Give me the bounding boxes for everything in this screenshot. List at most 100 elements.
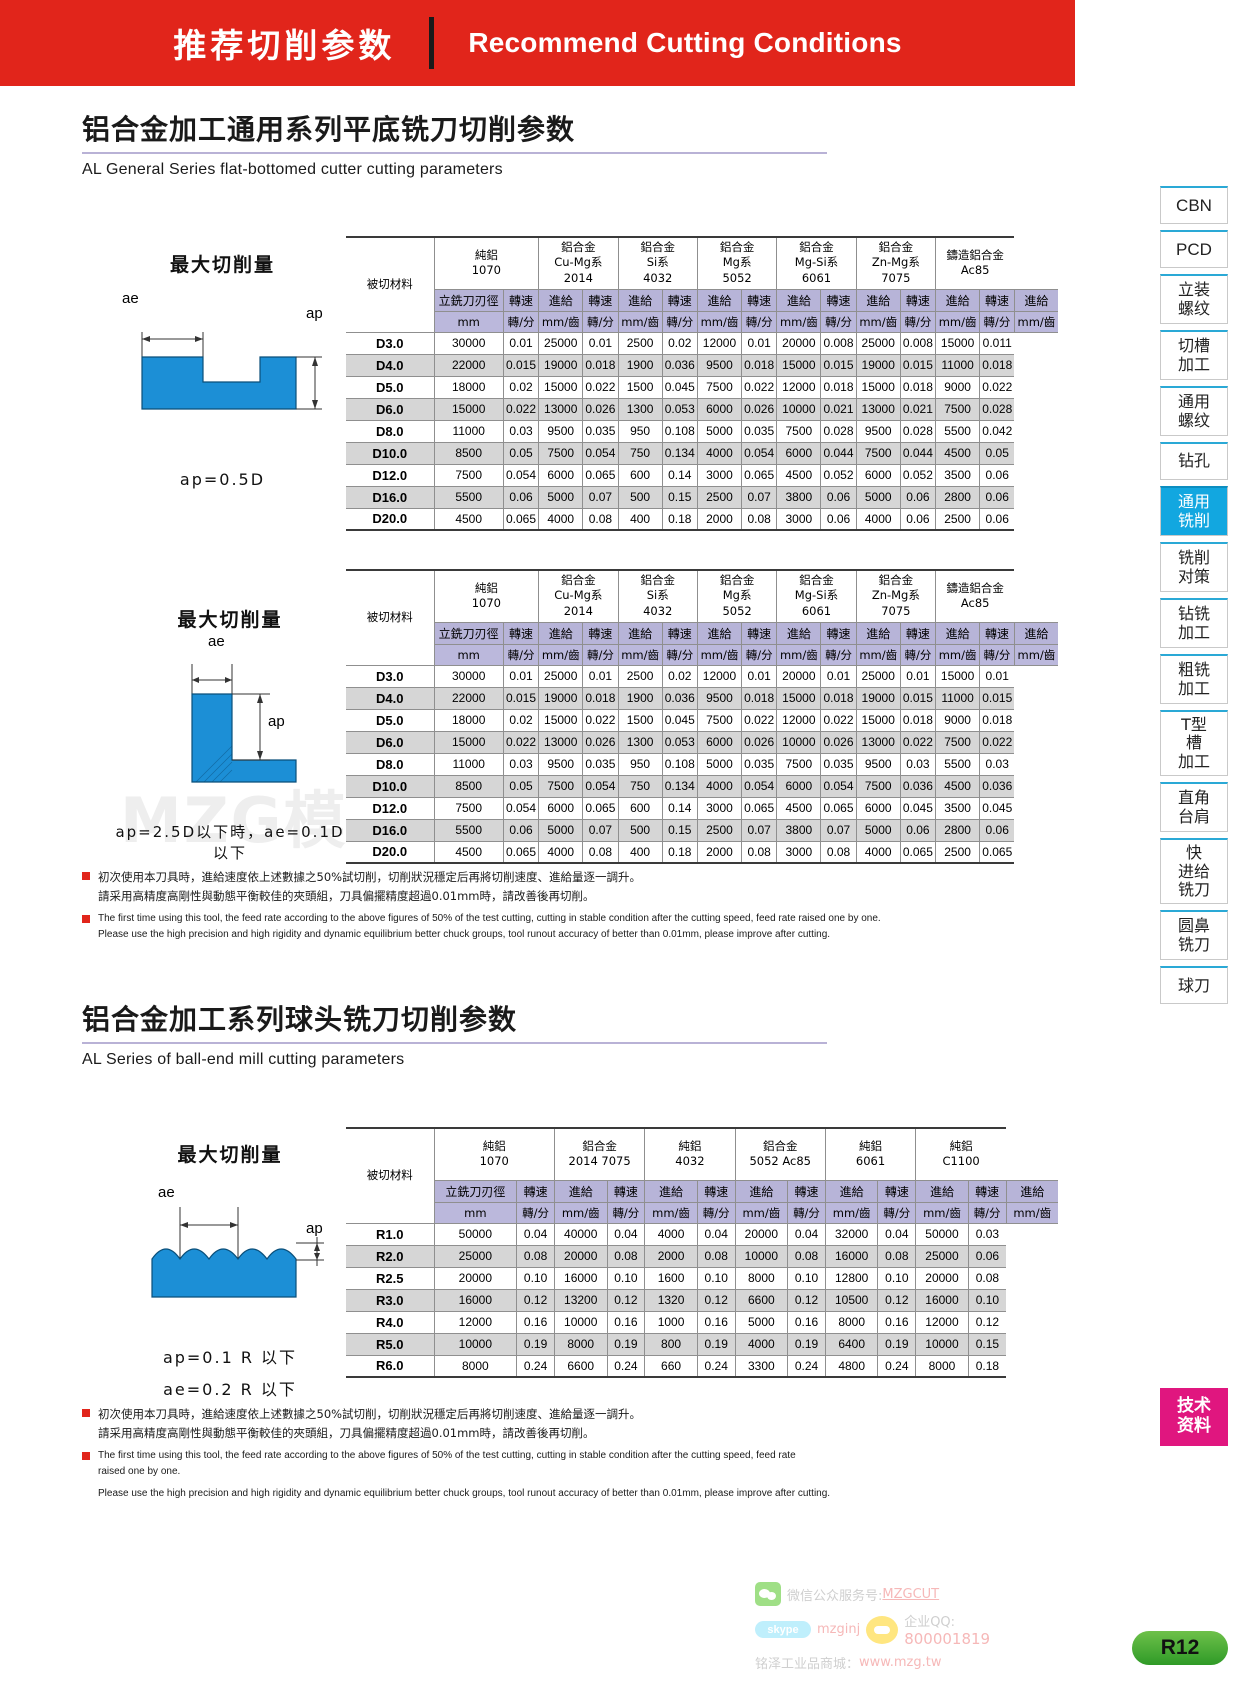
tech-data-badge[interactable]: 技术 资料 — [1160, 1388, 1228, 1446]
speed-cell: 15000 — [433, 730, 504, 754]
feed-cell: 0.054 — [820, 774, 857, 798]
sidebar-item-1[interactable]: CBN — [1160, 186, 1228, 224]
feed-cell: 0.022 — [502, 397, 540, 421]
tool-diameter-cell: D12.0 — [346, 463, 435, 487]
note-1-en-line2: Please use the high precision and high r… — [98, 928, 831, 940]
table-row: R2.0 25000 0.08 20000 0.08 2000 0.08 10000 0.08 1… — [346, 1244, 1058, 1268]
speed-cell: 2500 — [696, 818, 743, 842]
speed-cell: 8000 — [433, 1354, 518, 1378]
banner-divider — [429, 17, 435, 69]
speed-cell: 15000 — [776, 686, 822, 710]
speed-cell: 15000 — [776, 353, 822, 377]
diagram1-figure — [141, 332, 322, 410]
feed-cell: 0.054 — [740, 774, 778, 798]
speed-cell: 750 — [617, 774, 663, 798]
diagram2-caption: ap=2.5D以下時，ae=0.1D以下 — [115, 823, 345, 862]
feed-cell: 0.028 — [820, 419, 857, 443]
unit-rpm: 轉/分 — [582, 643, 619, 666]
speed-cell: 25000 — [538, 664, 584, 688]
feed-cell: 0.053 — [661, 730, 698, 754]
sidebar-item-12[interactable]: 直角 台肩 — [1160, 782, 1228, 833]
speed-cell: 7500 — [855, 441, 901, 465]
material-header: 鋁合金 Mg-Si系 6061 — [776, 236, 857, 290]
material-header: 鋁合金 2014 7075 — [553, 1127, 646, 1181]
feed-cell: 0.108 — [661, 752, 698, 776]
tool-diameter-cell: R3.0 — [346, 1288, 435, 1312]
tool-diameter-cell: D3.0 — [346, 331, 435, 355]
bullet-icon — [82, 1451, 90, 1460]
speed-cell: 6000 — [855, 463, 901, 487]
sidebar-item-2[interactable]: PCD — [1160, 230, 1228, 268]
speed-cell: 400 — [617, 507, 663, 531]
speed-cell: 20000 — [553, 1244, 608, 1268]
feed-cell: 0.03 — [502, 752, 540, 776]
table-row: R2.5 20000 0.10 16000 0.10 1600 0.10 8000 0.10 12… — [346, 1266, 1058, 1290]
sidebar-tabs[interactable]: CBN PCD 立装 螺纹切槽 加工通用 螺纹钻孔通用 铣削铣削 对策钻铣 加工粗铣… — [1160, 186, 1228, 1010]
sidebar-item-10[interactable]: 粗铣 加工 — [1160, 654, 1228, 704]
feed-cell: 0.035 — [820, 752, 857, 776]
unit-mm-per-tooth: mm/齒 — [538, 310, 584, 333]
feed-cell: 0.01 — [502, 664, 540, 688]
unit-mm-per-tooth: mm/齒 — [617, 310, 663, 333]
sidebar-item-8[interactable]: 铣削 对策 — [1160, 542, 1228, 592]
speed-cell: 9500 — [538, 752, 584, 776]
col-header-feed: 進給 — [935, 621, 981, 645]
speed-cell: 6400 — [824, 1332, 879, 1356]
speed-cell: 11000 — [935, 353, 981, 377]
feed-cell: 0.01 — [582, 664, 619, 688]
sidebar-item-label: 铣削 对策 — [1177, 548, 1210, 586]
unit-rpm: 轉/分 — [820, 310, 857, 333]
speed-cell: 12000 — [433, 1310, 518, 1334]
feed-cell: 0.15 — [661, 818, 698, 842]
col-header-feed: 進給 — [553, 1179, 608, 1203]
speed-cell: 4000 — [734, 1332, 789, 1356]
col-header-feed: 進給 — [915, 1179, 969, 1203]
feed-cell: 0.036 — [661, 353, 698, 377]
feed-cell: 0.18 — [967, 1354, 1007, 1378]
unit-mm-per-tooth: mm/齒 — [1013, 643, 1058, 666]
tool-diameter-cell: D8.0 — [346, 419, 435, 443]
sidebar-item-14[interactable]: 圆鼻 铣刀 — [1160, 910, 1228, 961]
speed-cell: 32000 — [824, 1222, 879, 1246]
sidebar-item-5[interactable]: 通用 螺纹 — [1160, 386, 1228, 436]
feed-cell: 0.08 — [582, 507, 619, 531]
speed-cell: 2000 — [696, 507, 743, 531]
table-row: D12.0 7500 0.054 6000 0.065 600 0.14 3000 0.065 4… — [346, 796, 1058, 820]
sidebar-item-4[interactable]: 切槽 加工 — [1160, 330, 1228, 380]
sidebar-item-label: CBN — [1176, 195, 1212, 215]
footer-mall-value[interactable]: www.mzg.tw — [859, 1655, 942, 1670]
footer-wechat-value[interactable]: MZGCUT — [882, 1586, 940, 1602]
material-header: 鋁合金 Mg-Si系 6061 — [776, 569, 857, 623]
speed-cell: 8000 — [553, 1332, 608, 1356]
speed-cell: 4000 — [855, 507, 901, 531]
col-header-speed: 轉速 — [877, 1179, 917, 1203]
sidebar-item-6[interactable]: 钻孔 — [1160, 442, 1228, 480]
speed-cell: 11000 — [935, 686, 981, 710]
tool-diameter-cell: R4.0 — [346, 1310, 435, 1334]
feed-cell: 0.10 — [967, 1288, 1007, 1312]
feed-cell: 0.022 — [502, 730, 540, 754]
unit-rpm: 轉/分 — [787, 1201, 826, 1224]
page-banner: 推荐切削参数 Recommend Cutting Conditions — [0, 0, 1075, 86]
feed-cell: 0.08 — [740, 507, 778, 531]
feed-cell: 0.026 — [740, 397, 778, 421]
speed-cell: 3500 — [935, 463, 981, 487]
sidebar-item-13[interactable]: 快 进给 铣刀 — [1160, 838, 1228, 905]
sidebar-item-3[interactable]: 立装 螺纹 — [1160, 274, 1228, 324]
tool-diameter-cell: D4.0 — [346, 353, 435, 377]
sidebar-item-15[interactable]: 球刀 — [1160, 966, 1228, 1005]
feed-cell: 0.07 — [582, 818, 619, 842]
feed-cell: 0.035 — [582, 752, 619, 776]
speed-cell: 7500 — [538, 774, 584, 798]
col-header-speed: 轉速 — [740, 288, 778, 312]
material-header: 鋁合金 Si系 4032 — [617, 236, 698, 290]
sidebar-item-11[interactable]: T型 槽 加工 — [1160, 710, 1228, 777]
sidebar-item-9[interactable]: 钻铣 加工 — [1160, 598, 1228, 648]
feed-cell: 0.042 — [979, 419, 1015, 443]
skype-icon: skype — [755, 1621, 811, 1638]
feed-cell: 0.16 — [787, 1310, 826, 1334]
feed-cell: 0.01 — [582, 331, 619, 355]
diagram2-figure — [191, 664, 297, 783]
sidebar-item-7[interactable]: 通用 铣削 — [1160, 486, 1228, 536]
speed-cell: 1000 — [644, 1310, 698, 1334]
